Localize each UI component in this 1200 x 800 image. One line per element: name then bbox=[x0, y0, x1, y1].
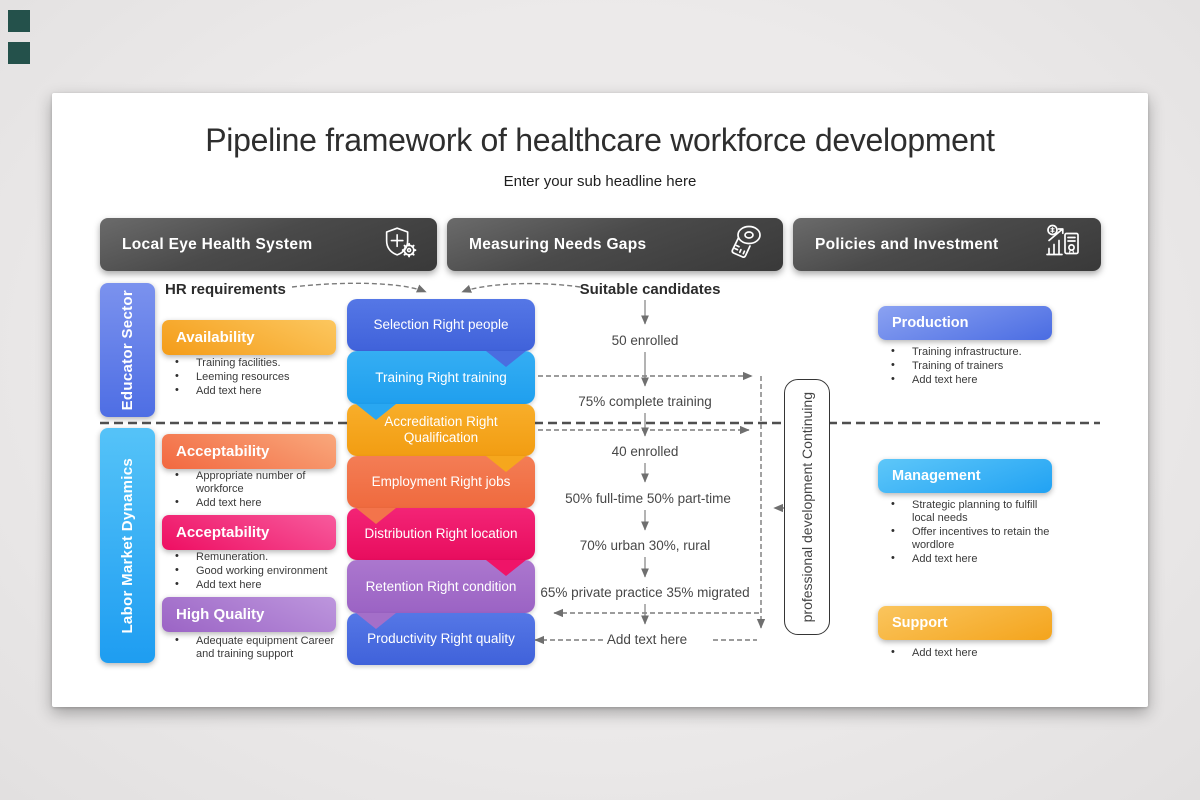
high-quality-bullets: Adequate equipment Career and training s… bbox=[162, 634, 338, 662]
page-title: Pipeline framework of healthcare workfor… bbox=[205, 122, 995, 158]
list-item: Add text here bbox=[162, 384, 334, 398]
header-bar-measuring-needs-gaps: Measuring Needs Gaps bbox=[447, 218, 783, 271]
sector-labor-market: Labor Market Dynamics bbox=[100, 428, 155, 663]
list-item: Adequate equipment Career and training s… bbox=[162, 634, 338, 661]
flow-step: 65% private practice 35% migrated bbox=[540, 585, 750, 600]
list-item: Training infrastructure. bbox=[878, 345, 1060, 359]
flow-step: 50% full-time 50% part-time bbox=[565, 491, 731, 506]
acceptability1-bullets: Appropriate number of workforce Add text… bbox=[162, 469, 334, 511]
flow-header: Suitable candidates bbox=[579, 281, 721, 298]
list-item: Add text here bbox=[878, 646, 1058, 660]
list-item: Add text here bbox=[162, 496, 334, 510]
flow-step: 70% urban 30%, rural bbox=[579, 538, 711, 553]
sector-educator: Educator Sector bbox=[100, 283, 155, 417]
pipeline-selection: Selection Right people bbox=[347, 299, 535, 351]
list-item: Remuneration. bbox=[162, 550, 334, 564]
flow-step: 75% complete training bbox=[578, 394, 712, 409]
flow-step: Add text here bbox=[606, 632, 688, 647]
pipeline-retention: Retention Right condition bbox=[347, 560, 535, 613]
card-management: Management bbox=[878, 459, 1052, 493]
list-item: Strategic planning to fulfill local need… bbox=[878, 498, 1058, 525]
list-item: Good working environment bbox=[162, 564, 334, 578]
measuring-tape-icon bbox=[723, 220, 767, 269]
header-label: Measuring Needs Gaps bbox=[469, 235, 647, 253]
hr-requirements-label: HR requirements bbox=[165, 281, 286, 298]
availability-bullets: Training facilities. Leeming resources A… bbox=[162, 356, 334, 399]
header-label: Local Eye Health System bbox=[122, 235, 313, 253]
list-item: Appropriate number of workforce bbox=[162, 469, 334, 496]
page-subtitle: Enter your sub headline here bbox=[503, 173, 697, 190]
shield-plus-gear-icon bbox=[379, 221, 421, 268]
list-item: Leeming resources bbox=[162, 370, 334, 384]
cpd-label: professional development Continuing bbox=[799, 391, 815, 623]
list-item: Add text here bbox=[878, 552, 1058, 566]
pipeline-accreditation: Accreditation Right Qualification bbox=[347, 404, 535, 456]
list-item: Training of trainers bbox=[878, 359, 1060, 373]
list-item: Offer incentives to retain the wordlore bbox=[878, 525, 1058, 552]
list-item: Add text here bbox=[162, 578, 334, 592]
card-production: Production bbox=[878, 306, 1052, 340]
flow-step: 40 enrolled bbox=[611, 444, 679, 459]
card-acceptability-1: Acceptability bbox=[162, 434, 336, 469]
chevron-down-icon bbox=[486, 560, 526, 576]
card-support: Support bbox=[878, 606, 1052, 640]
chevron-down-icon bbox=[356, 613, 396, 629]
header-bar-policies-investment: Policies and Investment bbox=[793, 218, 1101, 271]
corner-square-top bbox=[8, 10, 30, 32]
chevron-down-icon bbox=[486, 351, 526, 367]
list-item: Add text here bbox=[878, 373, 1060, 387]
header-label: Policies and Investment bbox=[815, 235, 999, 253]
chevron-down-icon bbox=[356, 404, 396, 420]
flow-step: 50 enrolled bbox=[611, 333, 679, 348]
card-acceptability-2: Acceptability bbox=[162, 515, 336, 550]
list-item: Training facilities. bbox=[162, 356, 334, 370]
card-availability: Availability bbox=[162, 320, 336, 355]
chevron-down-icon bbox=[356, 508, 396, 524]
corner-square-bottom bbox=[8, 42, 30, 64]
management-bullets: Strategic planning to fulfill local need… bbox=[878, 498, 1058, 567]
acceptability2-bullets: Remuneration. Good working environment A… bbox=[162, 550, 334, 593]
production-bullets: Training infrastructure. Training of tra… bbox=[878, 345, 1060, 388]
card-high-quality: High Quality bbox=[162, 597, 336, 632]
chevron-down-icon bbox=[486, 456, 526, 472]
header-bar-local-eye-health: Local Eye Health System bbox=[100, 218, 437, 271]
cpd-box: professional development Continuing bbox=[784, 379, 830, 635]
pipeline-training: Training Right training bbox=[347, 351, 535, 404]
investment-growth-icon bbox=[1041, 220, 1085, 269]
support-bullets: Add text here bbox=[878, 646, 1058, 661]
